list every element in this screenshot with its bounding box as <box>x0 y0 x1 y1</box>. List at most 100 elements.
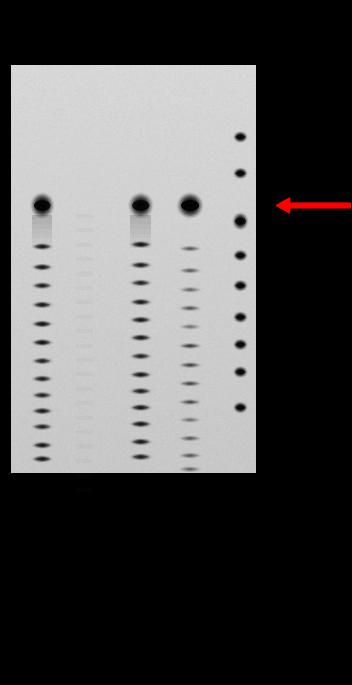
Ellipse shape <box>238 253 243 258</box>
Ellipse shape <box>232 212 249 230</box>
Ellipse shape <box>138 440 144 443</box>
Ellipse shape <box>234 132 246 142</box>
Ellipse shape <box>133 373 149 376</box>
Ellipse shape <box>188 307 192 310</box>
Ellipse shape <box>34 377 50 380</box>
Ellipse shape <box>36 340 49 345</box>
Bar <box>32 229 52 234</box>
Ellipse shape <box>32 408 52 414</box>
Ellipse shape <box>133 317 149 323</box>
Ellipse shape <box>40 266 44 269</box>
Ellipse shape <box>32 282 52 289</box>
Ellipse shape <box>34 425 50 428</box>
Ellipse shape <box>234 168 247 179</box>
Ellipse shape <box>136 354 145 358</box>
Ellipse shape <box>34 245 50 248</box>
Ellipse shape <box>234 312 247 323</box>
Ellipse shape <box>33 375 51 382</box>
Ellipse shape <box>36 358 49 364</box>
Ellipse shape <box>33 358 51 364</box>
Bar <box>76 387 93 391</box>
Ellipse shape <box>135 199 147 212</box>
Bar <box>76 459 93 463</box>
Bar <box>130 219 151 224</box>
Ellipse shape <box>32 423 52 430</box>
Ellipse shape <box>138 336 144 339</box>
Ellipse shape <box>188 382 192 385</box>
Ellipse shape <box>187 419 194 421</box>
Ellipse shape <box>40 377 44 380</box>
Ellipse shape <box>182 436 199 441</box>
Ellipse shape <box>128 192 153 219</box>
Ellipse shape <box>39 458 45 460</box>
Ellipse shape <box>238 406 243 410</box>
Ellipse shape <box>133 355 149 358</box>
Ellipse shape <box>135 242 146 247</box>
Bar <box>76 286 93 290</box>
Ellipse shape <box>236 369 245 375</box>
Ellipse shape <box>182 381 199 386</box>
Ellipse shape <box>135 300 146 304</box>
Ellipse shape <box>237 170 244 177</box>
Ellipse shape <box>133 390 149 393</box>
Ellipse shape <box>33 408 51 414</box>
Ellipse shape <box>239 371 242 373</box>
Ellipse shape <box>130 388 151 395</box>
Ellipse shape <box>188 419 192 421</box>
Ellipse shape <box>136 318 145 322</box>
Ellipse shape <box>186 468 195 471</box>
Ellipse shape <box>238 171 243 175</box>
Ellipse shape <box>239 136 242 138</box>
Ellipse shape <box>38 340 46 345</box>
Ellipse shape <box>238 253 243 258</box>
Ellipse shape <box>32 339 52 346</box>
Ellipse shape <box>133 242 149 247</box>
Ellipse shape <box>133 335 149 340</box>
Ellipse shape <box>237 282 244 289</box>
Ellipse shape <box>186 382 195 385</box>
Ellipse shape <box>130 316 151 323</box>
Ellipse shape <box>136 373 145 377</box>
Ellipse shape <box>186 288 195 291</box>
Ellipse shape <box>139 373 143 376</box>
Ellipse shape <box>32 321 52 327</box>
Ellipse shape <box>188 288 192 291</box>
Ellipse shape <box>182 247 199 250</box>
Ellipse shape <box>138 406 144 409</box>
Ellipse shape <box>130 299 151 306</box>
Ellipse shape <box>182 419 199 421</box>
Ellipse shape <box>235 284 246 288</box>
Ellipse shape <box>183 344 197 348</box>
Ellipse shape <box>183 363 197 367</box>
Ellipse shape <box>39 360 45 362</box>
Ellipse shape <box>30 192 54 219</box>
Ellipse shape <box>40 284 44 287</box>
Ellipse shape <box>182 362 199 368</box>
Ellipse shape <box>133 454 149 460</box>
Ellipse shape <box>32 442 52 449</box>
Ellipse shape <box>186 247 195 250</box>
Ellipse shape <box>181 200 199 211</box>
Ellipse shape <box>33 423 51 430</box>
Ellipse shape <box>35 197 49 214</box>
Ellipse shape <box>182 364 199 366</box>
Ellipse shape <box>235 282 246 290</box>
Ellipse shape <box>237 134 244 140</box>
Bar <box>76 300 93 304</box>
Ellipse shape <box>237 217 244 225</box>
Ellipse shape <box>188 269 192 272</box>
Ellipse shape <box>134 421 148 427</box>
Ellipse shape <box>135 373 146 377</box>
Ellipse shape <box>34 341 50 344</box>
Ellipse shape <box>134 372 148 377</box>
Ellipse shape <box>130 421 151 427</box>
Bar <box>76 358 93 362</box>
Ellipse shape <box>38 393 46 397</box>
Ellipse shape <box>132 197 150 214</box>
Bar <box>130 238 151 243</box>
Ellipse shape <box>36 456 49 462</box>
Ellipse shape <box>234 280 247 291</box>
Ellipse shape <box>183 306 197 310</box>
Ellipse shape <box>39 377 45 380</box>
Ellipse shape <box>187 247 194 250</box>
